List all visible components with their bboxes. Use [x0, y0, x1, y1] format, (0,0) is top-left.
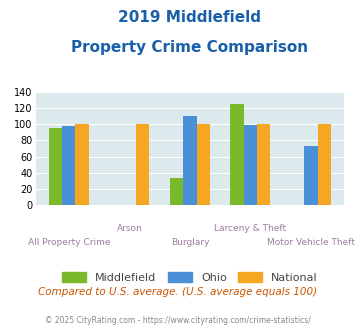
Bar	[136, 124, 149, 205]
Bar	[183, 115, 197, 205]
Bar	[244, 125, 257, 205]
Bar	[76, 124, 89, 205]
Bar	[197, 124, 210, 205]
Text: Burglary: Burglary	[171, 238, 209, 247]
Bar	[230, 104, 244, 205]
Bar	[257, 124, 271, 205]
Text: Larceny & Theft: Larceny & Theft	[214, 224, 286, 233]
Text: All Property Crime: All Property Crime	[28, 238, 110, 247]
Legend: Middlefield, Ohio, National: Middlefield, Ohio, National	[59, 269, 321, 286]
Bar	[49, 128, 62, 205]
Bar	[62, 126, 76, 205]
Text: © 2025 CityRating.com - https://www.cityrating.com/crime-statistics/: © 2025 CityRating.com - https://www.city…	[45, 316, 310, 325]
Text: Property Crime Comparison: Property Crime Comparison	[71, 40, 308, 54]
Text: Arson: Arson	[116, 224, 142, 233]
Bar	[170, 178, 183, 205]
Bar	[318, 124, 331, 205]
Text: 2019 Middlefield: 2019 Middlefield	[119, 10, 261, 25]
Text: Compared to U.S. average. (U.S. average equals 100): Compared to U.S. average. (U.S. average …	[38, 287, 317, 297]
Bar	[304, 146, 318, 205]
Text: Motor Vehicle Theft: Motor Vehicle Theft	[267, 238, 355, 247]
